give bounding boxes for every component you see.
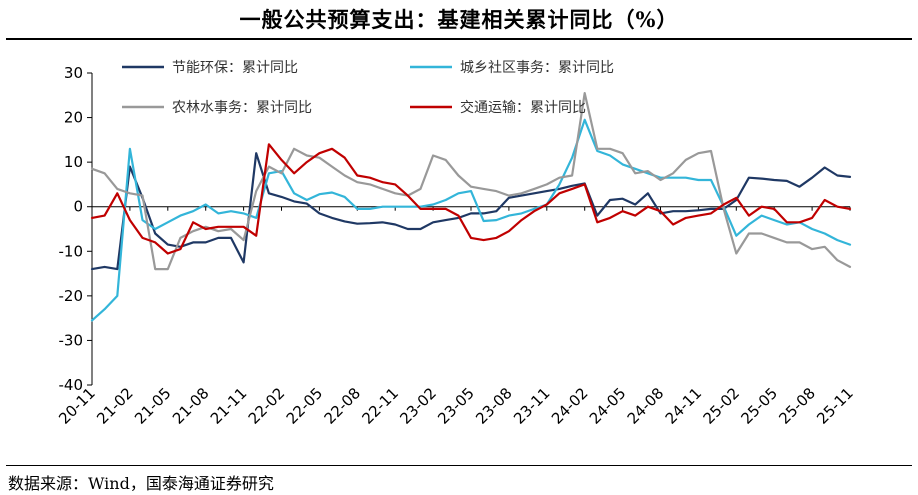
x-tick-label: 23-02 xyxy=(396,384,440,428)
y-tick-label: -30 xyxy=(59,331,84,349)
x-tick-label: 25-08 xyxy=(775,384,819,428)
x-tick-label: 22-08 xyxy=(321,384,365,428)
y-tick-label: 0 xyxy=(73,198,83,216)
x-tick-label: 22-02 xyxy=(245,384,289,428)
x-tick-label: 21-02 xyxy=(93,384,137,428)
x-tick-label: 21-08 xyxy=(169,384,213,428)
series-line-4 xyxy=(90,143,852,255)
legend-label-1: 节能环保：累计同比 xyxy=(172,60,298,76)
title-underline xyxy=(6,38,912,40)
x-tick-label: 24-05 xyxy=(586,384,630,428)
x-tick-label: 22-05 xyxy=(283,384,327,428)
y-tick-label: 10 xyxy=(64,153,83,171)
x-tick-label: 25-02 xyxy=(700,384,744,428)
legend-label-2: 城乡社区事务：累计同比 xyxy=(460,60,614,76)
x-tick-label: 22-11 xyxy=(358,384,402,428)
series-line-3 xyxy=(90,91,852,271)
source-note: 数据来源：Wind，国泰海通证券研究 xyxy=(8,474,274,493)
x-tick-label: 23-05 xyxy=(434,384,478,428)
x-tick-label: 21-11 xyxy=(207,384,251,428)
y-tick-label: 30 xyxy=(64,64,83,82)
x-tick-label: 23-11 xyxy=(510,384,554,428)
x-tick-label: 25-05 xyxy=(737,384,781,428)
series-lines xyxy=(90,91,852,322)
y-tick-label: -10 xyxy=(59,242,84,260)
chart-title: 一般公共预算支出：基建相关累计同比（%） xyxy=(239,7,679,32)
x-tick-label: 21-05 xyxy=(131,384,175,428)
legend-label-3: 农林水事务：累计同比 xyxy=(172,100,312,116)
x-tick-label: 24-11 xyxy=(662,384,706,428)
x-tick-label: 24-02 xyxy=(548,384,592,428)
x-tick-label: 25-11 xyxy=(813,384,857,428)
x-tick-label: 23-08 xyxy=(472,384,516,428)
source-divider xyxy=(6,465,912,466)
legend-label-4: 交通运输：累计同比 xyxy=(460,99,586,116)
y-tick-label: 20 xyxy=(64,109,83,127)
y-tick-label: -40 xyxy=(59,376,84,394)
line-chart: 3020100-10-20-30-4020-1121-0221-0521-082… xyxy=(55,60,857,428)
x-tick-label: 24-08 xyxy=(624,384,668,428)
series-line-2 xyxy=(90,118,852,322)
y-tick-label: -20 xyxy=(59,287,84,305)
